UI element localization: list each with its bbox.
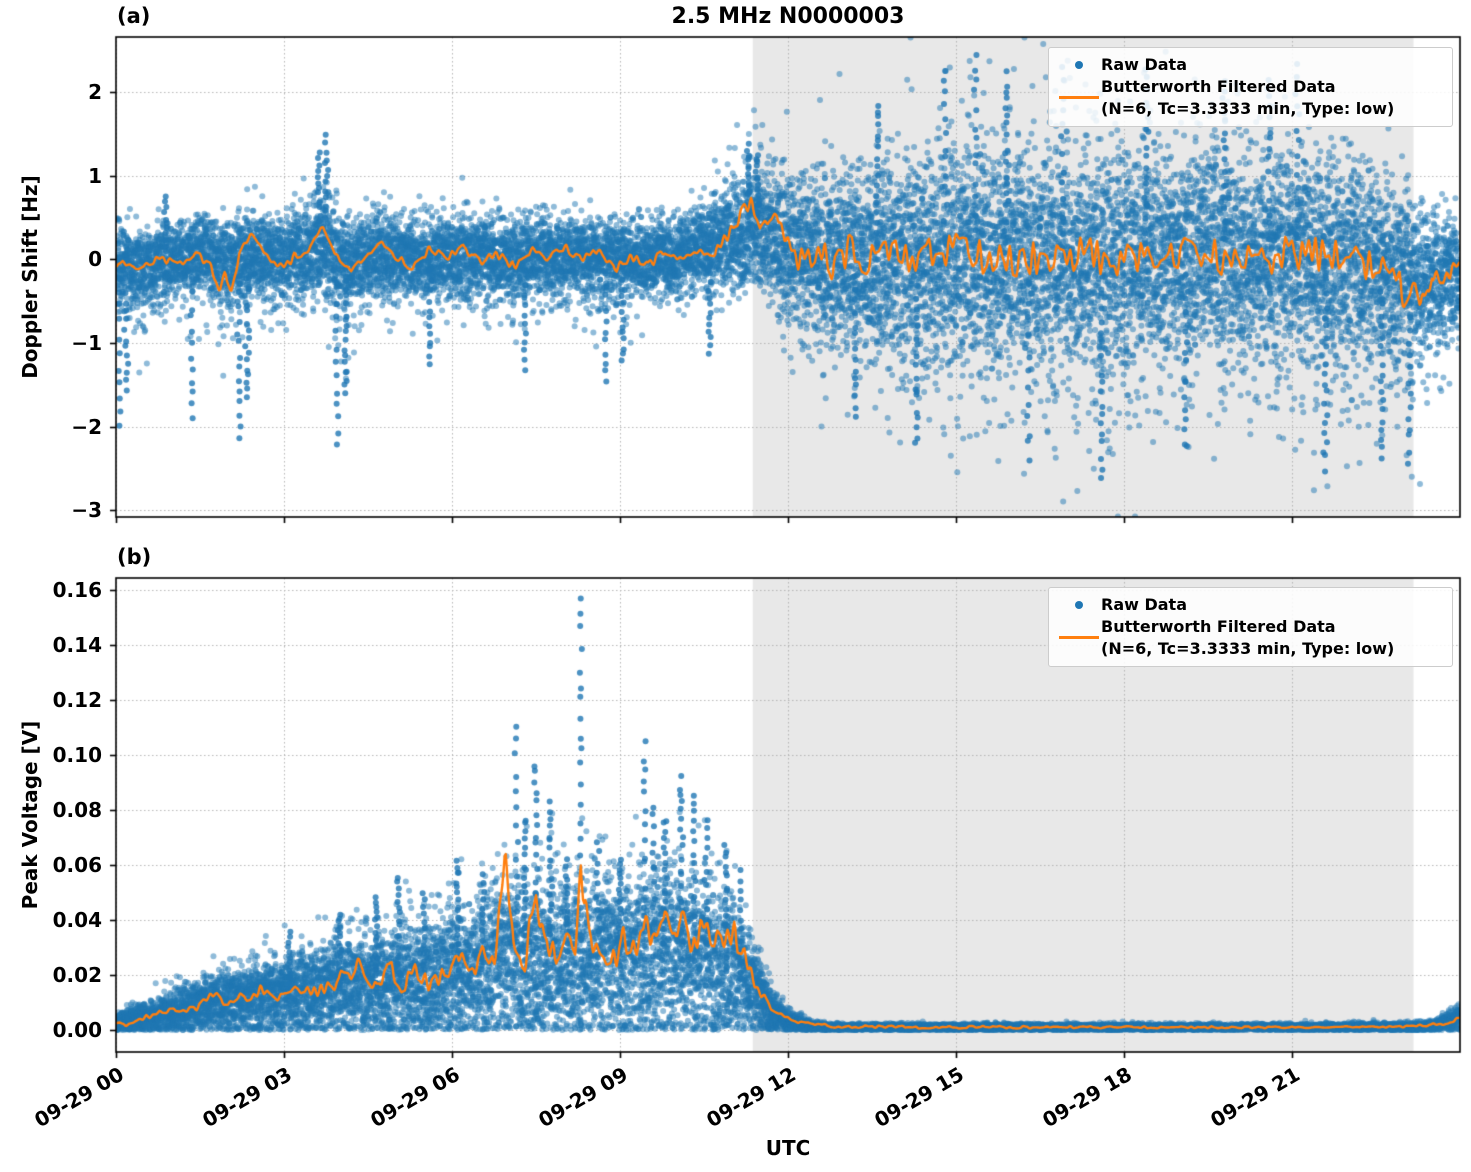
- panel-b-label: (b): [117, 545, 152, 569]
- legend-filtered-row: Butterworth Filtered Data (N=6, Tc=3.333…: [1057, 76, 1444, 120]
- y-tick-label: 0.00: [52, 1018, 102, 1043]
- y-tick-label: 0.10: [52, 743, 102, 768]
- legend-filtered-label: Butterworth Filtered Data (N=6, Tc=3.333…: [1101, 76, 1394, 120]
- y-tick-label: −3: [71, 498, 102, 523]
- legend-raw-label: Raw Data: [1101, 55, 1187, 74]
- legend-panel-a: Raw Data Butterworth Filtered Data (N=6,…: [1048, 47, 1453, 127]
- y-tick-label: 0.06: [52, 853, 102, 878]
- legend-filtered-label: Butterworth Filtered Data (N=6, Tc=3.333…: [1101, 616, 1394, 660]
- raw-data-marker-icon: [1057, 54, 1101, 69]
- y-tick-label: 0.16: [52, 578, 102, 603]
- y-tick-label: 0.04: [52, 908, 102, 933]
- raw-data-marker-icon: [1057, 594, 1101, 609]
- filtered-line-marker-icon: [1057, 616, 1101, 639]
- y-tick-label: 0: [88, 247, 102, 272]
- legend-panel-b: Raw Data Butterworth Filtered Data (N=6,…: [1048, 587, 1453, 667]
- y-tick-label: 0.14: [52, 633, 102, 658]
- panel-a-label: (a): [117, 4, 151, 28]
- filtered-line-marker-icon: [1057, 76, 1101, 99]
- panel-a-ylabel: Doppler Shift [Hz]: [18, 175, 42, 379]
- y-tick-label: −1: [71, 331, 102, 356]
- legend-filtered-label-line2: (N=6, Tc=3.3333 min, Type: low): [1101, 639, 1395, 658]
- y-tick-label: 2: [88, 80, 102, 105]
- y-tick-label: 0.02: [52, 963, 102, 988]
- legend-filtered-label-line1: Butterworth Filtered Data: [1101, 617, 1336, 636]
- legend-raw-row: Raw Data: [1057, 594, 1444, 616]
- legend-filtered-label-line2: (N=6, Tc=3.3333 min, Type: low): [1101, 99, 1395, 118]
- y-tick-label: −2: [71, 414, 102, 439]
- x-axis-label: UTC: [765, 1136, 811, 1160]
- legend-raw-row: Raw Data: [1057, 54, 1444, 76]
- legend-filtered-label-line1: Butterworth Filtered Data: [1101, 77, 1336, 96]
- legend-filtered-row: Butterworth Filtered Data (N=6, Tc=3.333…: [1057, 616, 1444, 660]
- y-tick-label: 0.12: [52, 688, 102, 713]
- figure-title: 2.5 MHz N0000003: [671, 4, 905, 29]
- legend-raw-label: Raw Data: [1101, 595, 1187, 614]
- panel-b-ylabel: Peak Voltage [V]: [18, 720, 42, 910]
- y-tick-label: 1: [88, 163, 102, 188]
- y-tick-label: 0.08: [52, 798, 102, 823]
